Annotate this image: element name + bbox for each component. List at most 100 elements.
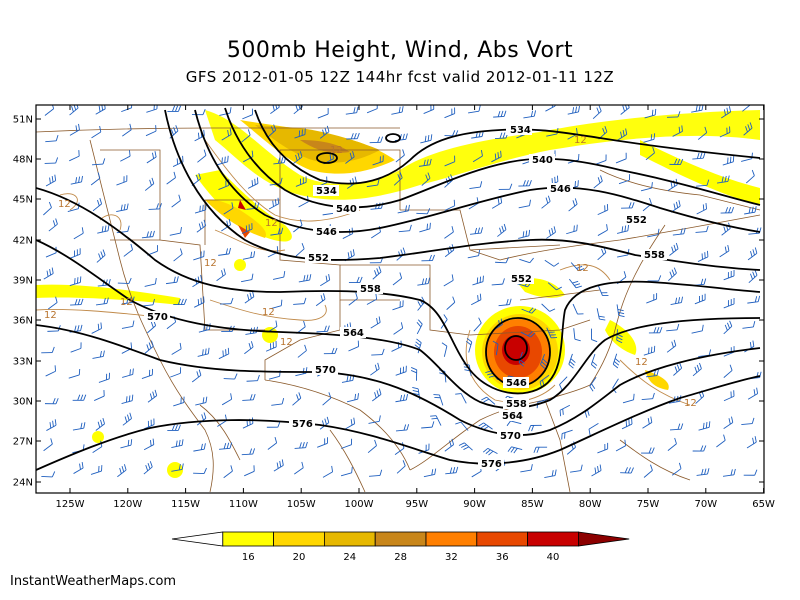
wind-barb-flag	[542, 358, 548, 364]
wind-barb	[367, 445, 377, 454]
wind-barb	[372, 271, 382, 280]
wind-barb-flag	[354, 176, 357, 183]
wind-barb	[547, 282, 557, 291]
wind-barb-flag	[378, 415, 381, 422]
wind-barb-flag	[356, 132, 360, 139]
wind-barb-flag	[488, 375, 495, 378]
wind-barb-flag	[704, 126, 708, 133]
wind-barb-flag	[305, 441, 308, 448]
wind-barb-flag	[673, 267, 677, 274]
wind-barb	[696, 473, 708, 476]
latitude-axis: 51N 48N 45N 42N 39N 36N 33N 30N 27N 24N	[13, 115, 764, 489]
contour-546	[194, 109, 761, 233]
colorbar-label-16: 16	[242, 552, 255, 563]
wind-barb	[315, 298, 326, 307]
wind-barb	[370, 368, 380, 376]
wind-barb-flag	[522, 180, 526, 187]
wind-barb-flag	[378, 266, 382, 273]
wind-barb-flag	[754, 247, 758, 254]
wind-barb	[295, 248, 305, 257]
wind-barb	[97, 230, 109, 234]
wind-barb	[141, 374, 153, 379]
wind-barb-flag	[572, 280, 579, 284]
wind-barb	[297, 350, 307, 358]
wind-barb-flag	[528, 180, 532, 186]
wind-barb-flag	[627, 224, 630, 231]
wind-barb-flag	[529, 257, 534, 264]
wind-barb	[744, 211, 756, 215]
wind-barb	[121, 400, 133, 405]
wind-barb-flag	[299, 219, 303, 226]
wind-barb	[316, 330, 328, 333]
wind-barb-flag	[725, 207, 729, 214]
wind-barb-flag	[229, 107, 232, 114]
wind-barb	[395, 154, 405, 163]
wind-barb-flag	[674, 437, 677, 444]
wind-barb-flag	[488, 450, 494, 456]
wind-barb-flag	[427, 172, 431, 179]
wind-barb	[597, 448, 608, 454]
wind-barb-flag	[81, 227, 84, 234]
wind-barb-flag	[275, 105, 278, 110]
map-frame	[35, 104, 765, 494]
wind-barb-flag	[580, 464, 583, 471]
wind-barb	[317, 442, 328, 448]
wind-barb-flag	[620, 131, 623, 138]
wind-barb	[345, 156, 355, 164]
wind-barb	[371, 393, 382, 402]
contour-576	[36, 375, 761, 471]
wind-barb-flag	[650, 416, 653, 423]
wind-barb-flag	[46, 270, 49, 277]
wind-barb-flag	[485, 449, 491, 454]
wind-barb-flag	[540, 364, 546, 369]
wind-barb	[472, 155, 483, 163]
wind-barb	[472, 281, 484, 286]
wind-barb-flag	[755, 227, 759, 234]
wind-barb-flag	[616, 336, 623, 341]
wind-barb-flag	[594, 467, 597, 474]
wind-barb	[511, 446, 523, 451]
label-558-low: 558	[506, 399, 527, 410]
wind-barb-flag	[750, 273, 753, 280]
wind-barb-flag	[652, 147, 655, 154]
wind-barb-flag	[479, 293, 482, 300]
wind-barb-flag	[121, 465, 125, 472]
wind-barb-flag	[541, 361, 547, 367]
wind-barb-flag	[474, 227, 478, 234]
wind-barb	[294, 134, 306, 139]
colorbar-swatch	[425, 531, 478, 547]
wind-barb-flag	[104, 225, 107, 232]
wind-barb	[245, 332, 257, 335]
wind-barb-flag	[463, 446, 470, 450]
wind-barb-flag	[270, 126, 274, 133]
wind-barb	[559, 404, 571, 411]
wind-barb	[520, 331, 531, 338]
wind-barb-flag	[97, 199, 100, 206]
wind-barb	[45, 252, 57, 258]
wind-barb-flag	[132, 368, 134, 375]
wind-barb-flag	[723, 109, 726, 116]
wind-barb-flag	[281, 459, 284, 466]
wind-barb-flag	[731, 416, 734, 423]
wind-barb-flag	[102, 350, 105, 357]
wind-barb	[372, 160, 384, 166]
wind-barb-flag	[676, 364, 680, 371]
wind-barb-flag	[551, 105, 553, 108]
wind-barb-flag	[680, 296, 684, 303]
wind-barb-flag	[151, 177, 155, 184]
wind-barb	[544, 475, 556, 479]
wind-barb-flag	[254, 178, 256, 185]
wind-barb-flag	[599, 464, 602, 471]
wind-barb-flag	[399, 172, 403, 178]
wind-barb-flag	[506, 420, 511, 427]
wind-barb-flag	[562, 408, 564, 415]
wind-barb	[120, 444, 132, 449]
wind-barb	[295, 181, 307, 187]
wind-barb	[317, 113, 329, 119]
wind-barb-flag	[374, 364, 378, 371]
wind-barb	[371, 354, 383, 356]
wind-barb-flag	[174, 424, 178, 431]
wind-barb-flag	[353, 417, 356, 424]
wind-barb-flag	[618, 314, 625, 318]
